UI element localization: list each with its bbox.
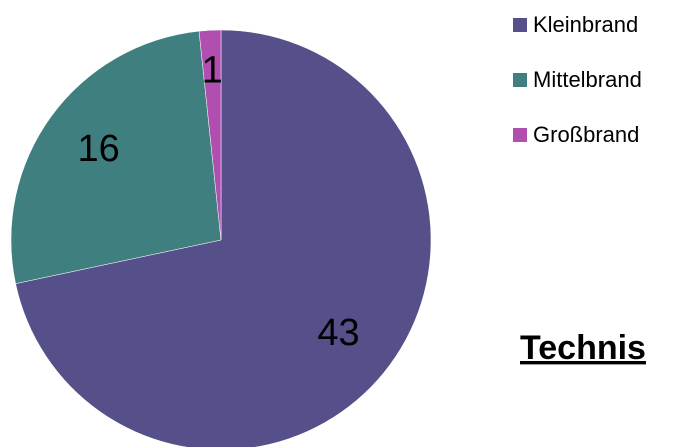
data-label: 1 bbox=[202, 49, 223, 91]
legend-label: Großbrand bbox=[533, 122, 639, 147]
legend-label: Mittelbrand bbox=[533, 67, 642, 92]
legend-swatch bbox=[513, 128, 527, 142]
pie-slice bbox=[198, 29, 222, 241]
legend-label: Kleinbrand bbox=[533, 12, 638, 37]
annotation: Technis bbox=[520, 329, 646, 367]
pie-slice bbox=[15, 29, 432, 447]
data-label: 43 bbox=[317, 312, 359, 354]
legend-swatch bbox=[513, 18, 527, 32]
legend-swatch bbox=[513, 73, 527, 87]
data-label: 16 bbox=[78, 128, 120, 170]
pie-slice bbox=[10, 30, 222, 284]
